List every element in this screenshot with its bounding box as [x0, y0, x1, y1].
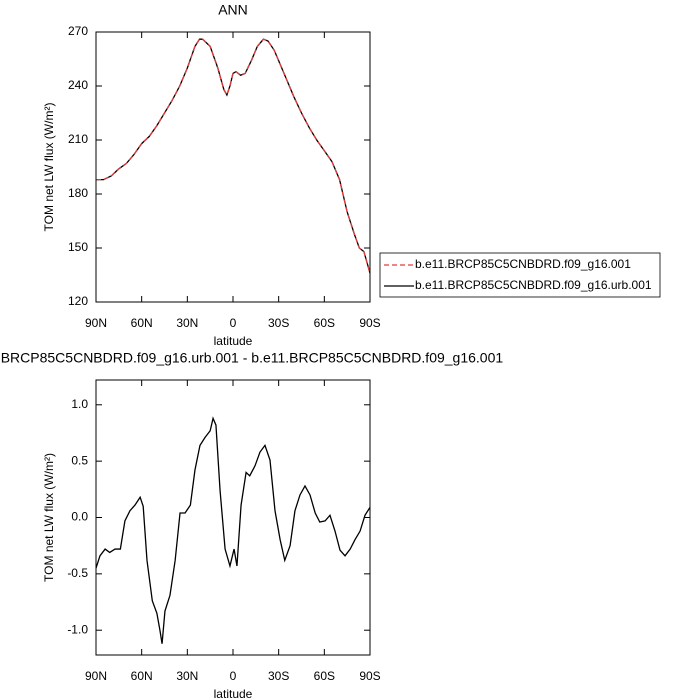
chart-title: ANN	[218, 2, 248, 18]
y-tick-label: -1.0	[67, 622, 88, 636]
y-tick-label: 150	[68, 240, 88, 254]
x-tick-label: 90N	[85, 669, 107, 683]
x-tick-label: 90N	[85, 316, 107, 330]
data-line	[96, 38, 371, 274]
x-axis-label: latitude	[214, 334, 253, 348]
y-tick-label: 1.0	[71, 397, 88, 411]
y-tick-label: 0.5	[71, 453, 88, 467]
x-tick-label: 90S	[359, 669, 380, 683]
x-tick-label: 90S	[359, 316, 380, 330]
y-tick-label: 270	[68, 24, 88, 38]
data-line	[95, 416, 371, 644]
x-tick-label: 60S	[314, 669, 335, 683]
x-tick-label: 0	[230, 669, 237, 683]
x-tick-label: 60N	[131, 669, 153, 683]
y-axis-label: TOM net LW flux (W/m²)	[42, 453, 56, 582]
x-tick-label: 30S	[268, 316, 289, 330]
x-axis-label: latitude	[214, 687, 253, 700]
y-tick-label: 0.0	[71, 510, 88, 524]
y-tick-label: 180	[68, 186, 88, 200]
x-tick-label: 30N	[176, 316, 198, 330]
legend-label: b.e11.BRCP85C5CNBDRD.f09_g16.001	[415, 257, 631, 271]
chart-title: b.e11.BRCP85C5CNBDRD.f09_g16.urb.001 - b…	[0, 350, 503, 366]
plot-frame	[95, 379, 371, 656]
x-tick-label: 30N	[176, 669, 198, 683]
y-axis-label: TOM net LW flux (W/m²)	[42, 103, 56, 232]
y-tick-label: 240	[68, 78, 88, 92]
plot-frame	[95, 31, 371, 303]
legend-box	[379, 252, 661, 298]
x-tick-label: 30S	[268, 669, 289, 683]
x-tick-label: 60S	[314, 316, 335, 330]
y-tick-label: 120	[68, 294, 88, 308]
y-tick-label: 210	[68, 132, 88, 146]
y-tick-label: -0.5	[67, 566, 88, 580]
x-tick-label: 60N	[131, 316, 153, 330]
legend-label: b.e11.BRCP85C5CNBDRD.f09_g16.urb.001	[415, 278, 652, 292]
x-tick-label: 0	[230, 316, 237, 330]
